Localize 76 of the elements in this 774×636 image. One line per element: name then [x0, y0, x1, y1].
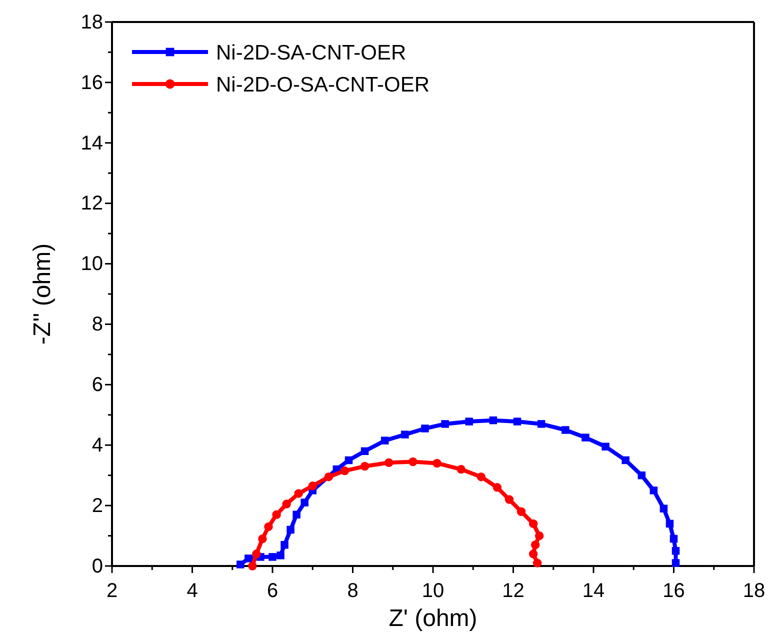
point	[456, 464, 466, 474]
point	[666, 520, 674, 528]
point	[384, 458, 394, 467]
point	[441, 420, 449, 428]
y-tick-label: 16	[80, 72, 103, 94]
point	[504, 495, 514, 504]
point	[282, 500, 291, 508]
point	[530, 540, 540, 550]
point	[401, 430, 409, 438]
point	[252, 550, 261, 558]
point	[528, 550, 538, 558]
y-tick-label: 8	[92, 314, 103, 336]
point	[650, 486, 658, 494]
legend-label: Ni-2D-SA-CNT-OER	[216, 41, 406, 64]
point	[492, 483, 502, 492]
point	[532, 558, 542, 568]
x-tick-label: 2	[106, 580, 118, 602]
point	[408, 457, 418, 466]
point	[602, 442, 610, 450]
point	[465, 418, 473, 426]
x-tick-label: 12	[502, 580, 524, 602]
point	[324, 472, 334, 482]
point	[528, 519, 538, 528]
x-tick-label: 10	[422, 580, 444, 602]
y-tick-label: 18	[80, 11, 103, 34]
point	[264, 522, 273, 532]
point	[638, 471, 646, 480]
point	[340, 466, 350, 476]
x-axis-title: Z' (ohm)	[388, 605, 478, 632]
y-tick-label: 2	[92, 494, 103, 517]
point	[516, 507, 526, 516]
point	[258, 534, 267, 544]
point	[513, 418, 522, 426]
point	[268, 553, 276, 561]
point	[294, 489, 303, 498]
y-tick-label: 10	[80, 253, 103, 276]
point	[421, 424, 429, 432]
point	[286, 526, 294, 534]
point	[660, 504, 668, 512]
x-tick-label: 4	[186, 580, 198, 602]
x-tick-label: 14	[582, 580, 605, 602]
point	[276, 552, 284, 560]
x-tick-label: 6	[266, 580, 278, 602]
point	[537, 420, 546, 428]
y-axis-title: -Z'' (ohm)	[29, 243, 56, 345]
point	[248, 562, 257, 570]
y-tick-label: 12	[80, 192, 103, 215]
legend-label: Ni-2D-O-SA-CNT-OER	[216, 73, 430, 96]
x-tick-label: 16	[662, 580, 685, 602]
y-tick-label: 6	[92, 374, 103, 396]
point	[280, 540, 288, 549]
point	[672, 559, 680, 567]
y-tick-label: 4	[92, 434, 103, 457]
point	[670, 534, 678, 543]
x-tick-label: 8	[347, 580, 358, 602]
point	[344, 456, 353, 464]
point	[244, 554, 252, 562]
point	[308, 482, 317, 490]
point	[380, 436, 389, 444]
x-tick-label: 18	[742, 580, 766, 602]
point	[582, 434, 590, 442]
y-tick-label: 0	[92, 555, 103, 578]
point	[360, 447, 369, 456]
point	[672, 547, 680, 555]
point	[476, 472, 486, 482]
point	[360, 462, 370, 471]
point	[489, 416, 498, 424]
y-tick-label: 14	[80, 132, 103, 154]
point	[272, 510, 281, 519]
point	[562, 426, 570, 434]
point	[622, 456, 630, 464]
point	[300, 498, 308, 506]
point	[236, 560, 244, 568]
point	[432, 458, 442, 468]
point	[534, 531, 544, 540]
point	[292, 510, 300, 518]
